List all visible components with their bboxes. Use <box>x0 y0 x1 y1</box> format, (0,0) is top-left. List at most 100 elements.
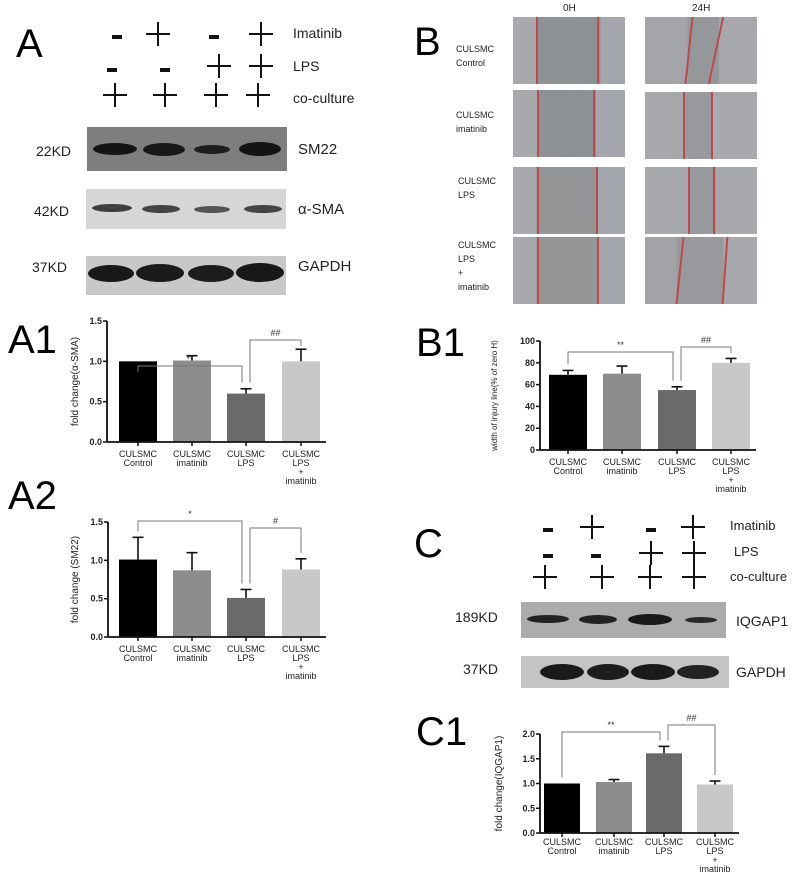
lane1-coculture-plus-icon <box>103 83 127 107</box>
lane2-imatinib-plus-icon <box>146 22 170 46</box>
bar <box>282 361 320 442</box>
svg-text:LPS: LPS <box>237 653 254 663</box>
svg-text:40: 40 <box>525 401 535 411</box>
svg-text:0.0: 0.0 <box>90 632 103 642</box>
lane4-lps-plus-icon <box>249 54 273 78</box>
lane3-imatinib-minus-icon <box>202 25 226 49</box>
svg-text:+: + <box>712 855 717 865</box>
c-row-label-lps: LPS <box>734 544 759 559</box>
blot-c-kd-iqgap1: 189KD <box>455 609 498 625</box>
c-lane2-coculture-plus-icon <box>590 565 614 589</box>
svg-text:Control: Control <box>123 458 152 468</box>
svg-text:CULSMC: CULSMC <box>658 457 697 467</box>
svg-text:1.5: 1.5 <box>90 517 103 527</box>
svg-text:60: 60 <box>525 380 535 390</box>
lane1-lps-minus-icon <box>100 58 124 82</box>
svg-text:+: + <box>728 475 733 485</box>
svg-text:**: ** <box>607 720 615 730</box>
bar <box>173 360 211 442</box>
lane2-lps-minus-icon <box>153 58 177 82</box>
svg-text:CULSMC: CULSMC <box>119 644 158 654</box>
c-lane3-lps-plus-icon <box>639 541 663 565</box>
scratch-image-imatinib-0h <box>513 90 625 157</box>
svg-text:+: + <box>298 662 303 672</box>
c-lane1-lps-minus-icon <box>536 544 560 568</box>
svg-text:CULSMC: CULSMC <box>173 449 212 459</box>
svg-text:CULSMC: CULSMC <box>543 837 582 847</box>
svg-text:imatinib: imatinib <box>176 653 207 663</box>
svg-text:0.5: 0.5 <box>89 397 102 407</box>
scratch-image-imatinib-24h <box>645 92 757 159</box>
svg-text:LPS: LPS <box>292 458 309 468</box>
scratch-image-lps-imatinib-0h <box>513 237 625 304</box>
bar <box>544 783 580 833</box>
svg-text:0.5: 0.5 <box>90 594 103 604</box>
blot-a-protein-asma: α-SMA <box>298 201 345 218</box>
svg-text:*: * <box>188 509 192 519</box>
svg-text:CULSMC: CULSMC <box>712 457 751 467</box>
svg-text:20: 20 <box>525 423 535 433</box>
svg-text:CULSMC: CULSMC <box>227 644 266 654</box>
svg-text:CULSMC: CULSMC <box>282 644 321 654</box>
bar <box>282 569 320 637</box>
svg-text:0.0: 0.0 <box>89 437 102 447</box>
svg-text:LPS: LPS <box>706 846 723 856</box>
svg-text:CULSMC: CULSMC <box>645 837 684 847</box>
svg-text:Control: Control <box>123 653 152 663</box>
svg-text:LPS: LPS <box>722 466 739 476</box>
c-lane4-coculture-plus-icon <box>682 565 706 589</box>
c-row-label-imatinib: Imatinib <box>730 518 776 533</box>
row-label-imatinib: Imatinib <box>293 25 343 41</box>
c-lane3-imatinib-minus-icon <box>639 518 663 542</box>
row-label-lps: LPS <box>293 58 320 74</box>
svg-text:fold change(IQGAP1): fold change(IQGAP1) <box>494 736 505 832</box>
bar <box>173 570 211 637</box>
c-lane1-coculture-plus-icon <box>533 565 557 589</box>
svg-text:imatinib: imatinib <box>176 458 207 468</box>
svg-text:imatinib: imatinib <box>715 484 746 494</box>
blot-c-protein-gapdh: GAPDH <box>736 664 786 680</box>
svg-text:1.5: 1.5 <box>89 316 102 326</box>
western-blot-asma <box>86 189 286 229</box>
blot-c-protein-iqgap1: IQGAP1 <box>736 613 789 629</box>
panel-letter-c: C <box>414 522 443 566</box>
svg-text:imatinib: imatinib <box>285 671 316 681</box>
panel-letter-a1: A1 <box>8 318 57 362</box>
blot-a-kd-gapdh: 37KD <box>32 259 68 275</box>
c-lane2-lps-minus-icon <box>584 544 608 568</box>
svg-text:**: ** <box>617 340 625 350</box>
western-blot-iqgap1 <box>521 602 726 638</box>
svg-text:CULSMC: CULSMC <box>173 644 212 654</box>
svg-text:##: ## <box>686 713 696 723</box>
scratch-image-lps-imatinib-24h <box>645 237 757 304</box>
svg-text:##: ## <box>270 328 280 338</box>
scratch-row-label-lps: CULSMC LPS <box>458 176 497 200</box>
svg-text:**: ** <box>186 354 194 364</box>
bar <box>549 374 587 450</box>
bar <box>712 362 750 450</box>
scratch-row-label-control: CULSMC Control <box>456 44 495 68</box>
lane4-coculture-plus-icon <box>246 83 270 107</box>
bar <box>119 361 157 442</box>
scratch-row-label-lps-imatinib: CULSMC LPS + imatinib <box>458 240 497 292</box>
svg-text:#: # <box>273 516 278 526</box>
bar <box>697 784 733 833</box>
blot-a-protein-gapdh: GAPDH <box>298 258 352 275</box>
panel-letter-b1: B1 <box>416 321 465 365</box>
blot-a-protein-sm22: SM22 <box>298 141 338 158</box>
svg-text:Control: Control <box>547 846 576 856</box>
panel-letter-a: A <box>16 22 43 66</box>
western-blot-sm22 <box>87 127 287 171</box>
svg-text:width of injury line(% of zero: width of injury line(% of zero H) <box>490 340 499 452</box>
western-blot-gapdh-a <box>86 256 286 295</box>
svg-text:2.0: 2.0 <box>522 729 535 739</box>
c-lane1-imatinib-minus-icon <box>536 518 560 542</box>
lane3-coculture-plus-icon <box>204 83 228 107</box>
svg-text:1.0: 1.0 <box>522 779 535 789</box>
svg-text:CULSMC: CULSMC <box>227 449 266 459</box>
c-row-label-coculture: co-culture <box>730 569 788 584</box>
svg-text:0.0: 0.0 <box>522 828 535 838</box>
